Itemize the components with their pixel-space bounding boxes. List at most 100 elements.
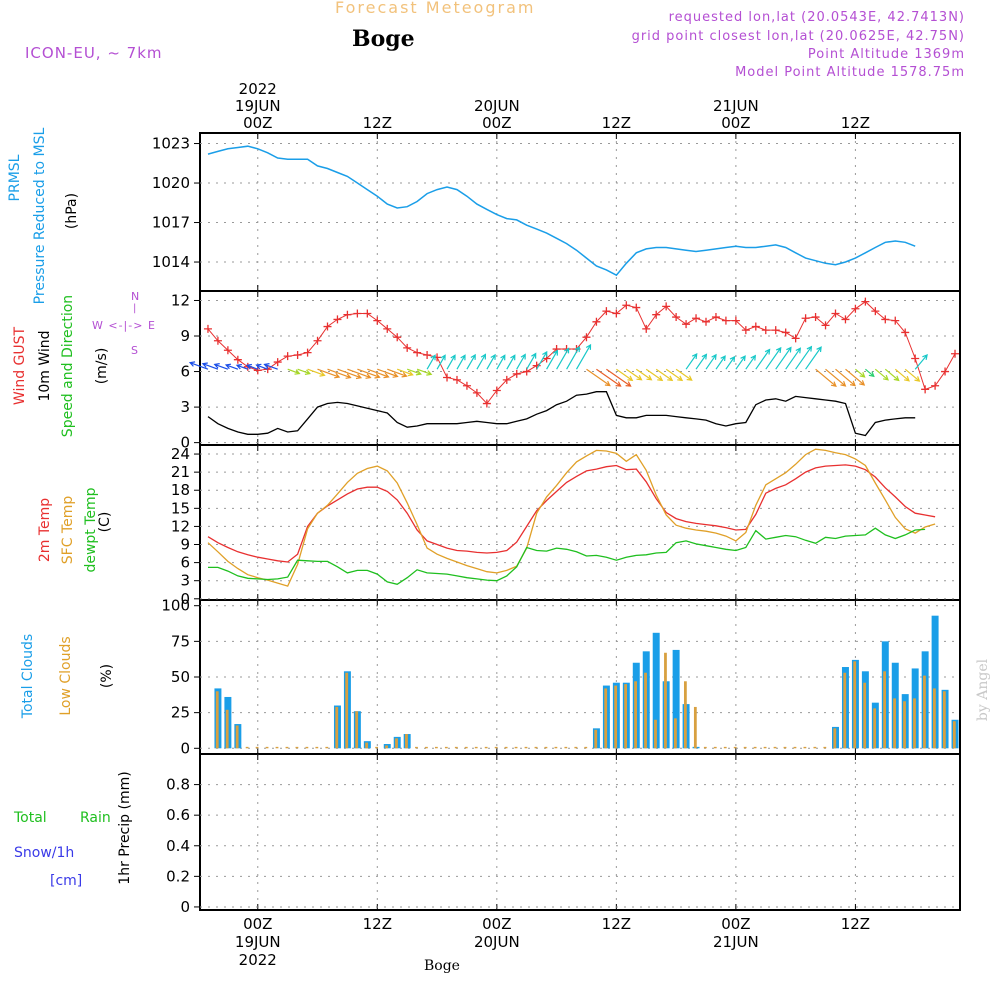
- gust-marker: [283, 352, 292, 361]
- y-tick-label: 100: [161, 597, 190, 615]
- wind-direction-arrow: [695, 353, 708, 370]
- bar-low-clouds: [335, 706, 339, 749]
- top-time-label: 12Z: [602, 114, 631, 132]
- bar-low-clouds: [793, 746, 797, 749]
- bar-low-clouds: [893, 698, 896, 749]
- gust-marker: [383, 324, 392, 333]
- top-time-label: 12Z: [363, 114, 392, 132]
- gust-marker: [323, 322, 332, 331]
- y-tick-label: 0.2: [166, 867, 190, 885]
- wind-direction-arrow: [307, 368, 326, 377]
- wind-direction-arrow: [327, 368, 352, 379]
- gust-marker: [911, 354, 920, 363]
- gust-marker: [901, 328, 910, 337]
- bar-low-clouds: [873, 708, 877, 749]
- gust-marker: [931, 381, 940, 390]
- bar-low-clouds: [255, 746, 259, 749]
- wind-compass-vbar: |: [133, 303, 137, 314]
- gust-marker: [652, 310, 661, 319]
- wind-direction-arrow: [377, 368, 399, 378]
- y-tick-label: 6: [180, 554, 190, 572]
- bar-low-clouds: [883, 671, 886, 749]
- y-tick-label: 0.8: [166, 776, 190, 794]
- wind-direction-arrow: [586, 368, 611, 387]
- precip-label-rain: Rain: [80, 810, 111, 826]
- gust-marker: [602, 307, 611, 316]
- bar-low-clouds: [813, 746, 817, 749]
- gust-marker: [592, 317, 601, 326]
- bar-low-clouds: [763, 746, 767, 749]
- wind-direction-arrow: [616, 368, 634, 382]
- precip-label-snow: Snow/1h: [14, 845, 75, 861]
- bar-low-clouds: [913, 698, 916, 749]
- gust-marker: [881, 315, 890, 324]
- top-time-label: 19JUN: [235, 97, 281, 115]
- bar-low-clouds: [723, 746, 727, 749]
- wind-direction-arrow: [406, 368, 422, 376]
- wind-direction-arrow: [735, 355, 746, 370]
- wind-direction-arrow: [566, 346, 580, 370]
- panel-frame: [199, 290, 961, 446]
- bar-low-clouds: [385, 745, 388, 749]
- gust-marker: [502, 375, 511, 384]
- gust-marker: [721, 316, 730, 325]
- wind-direction-arrow: [795, 345, 813, 370]
- footer-location: Boge: [424, 958, 460, 974]
- gust-marker: [951, 349, 960, 358]
- wind-direction-arrow: [446, 354, 456, 370]
- wind-direction-arrow: [815, 368, 837, 388]
- wind-compass-n: N: [131, 290, 140, 303]
- wind-direction-arrow: [367, 368, 390, 379]
- bar-low-clouds: [275, 746, 279, 749]
- y-tick-label: 24: [171, 445, 190, 463]
- wind-direction-arrow: [317, 368, 341, 379]
- bar-low-clouds: [484, 746, 488, 749]
- wind-direction-arrow: [516, 353, 526, 370]
- wind-direction-arrow: [263, 363, 278, 370]
- grid-point-coords: grid point closest lon,lat (20.0625E, 42…: [631, 29, 965, 44]
- gust-marker: [741, 326, 750, 335]
- bar-total-clouds: [672, 649, 680, 749]
- gust-marker: [692, 314, 701, 323]
- gust-marker: [223, 346, 232, 355]
- gust-marker: [582, 333, 591, 342]
- wind-direction-arrow: [337, 368, 363, 380]
- wind-direction-arrow: [496, 354, 506, 370]
- y-tick-label: 18: [171, 481, 190, 499]
- wind-direction-arrow: [865, 368, 875, 378]
- y-tick-label: 1014: [152, 253, 190, 271]
- bar-low-clouds: [315, 746, 319, 749]
- gust-marker: [751, 322, 760, 331]
- gust-marker: [353, 309, 362, 318]
- gust-marker: [642, 324, 651, 333]
- bar-low-clouds: [534, 746, 538, 749]
- y-tick-label: 0: [180, 590, 190, 608]
- wind-direction-arrow: [506, 354, 516, 370]
- wind-direction-arrow: [347, 368, 372, 379]
- wind-direction-arrow: [255, 363, 268, 370]
- bar-low-clouds: [674, 718, 677, 749]
- bar-low-clouds: [803, 746, 807, 749]
- wind-direction-arrow: [486, 353, 496, 370]
- bar-low-clouds: [624, 684, 628, 749]
- gust-marker: [791, 334, 800, 343]
- wind-direction-arrow: [546, 349, 559, 370]
- bar-low-clouds: [415, 746, 418, 749]
- y-tick-label: 3: [180, 398, 190, 416]
- top-time-label: 2022: [239, 80, 277, 98]
- wind-direction-arrow: [835, 368, 856, 387]
- y-tick-label: 6: [180, 363, 190, 381]
- wind-direction-arrow: [416, 368, 433, 376]
- gust-marker: [632, 303, 641, 312]
- wind-direction-arrow: [775, 346, 792, 370]
- wind-compass-s: S: [131, 344, 138, 357]
- bar-low-clouds: [574, 746, 578, 749]
- bottom-time-label: 12Z: [841, 915, 870, 933]
- wind-direction-arrow: [224, 363, 239, 370]
- y-tick-label: 0.4: [166, 837, 190, 855]
- bar-low-clouds: [514, 746, 518, 749]
- wind-direction-arrow: [426, 354, 436, 370]
- y-tick-label: 1023: [152, 135, 190, 153]
- gust-marker: [403, 343, 412, 352]
